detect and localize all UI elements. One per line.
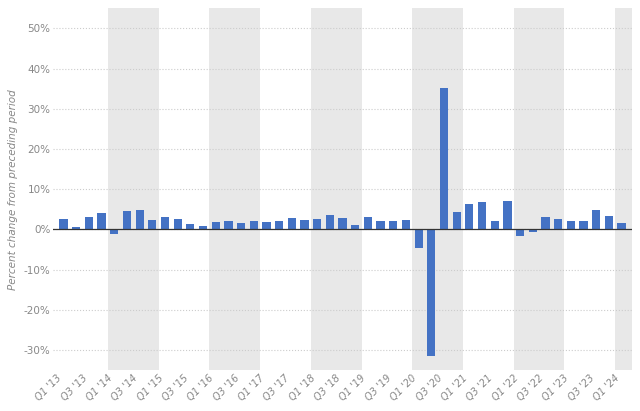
Bar bbox=[529, 229, 537, 232]
Bar bbox=[514, 8, 564, 370]
Bar bbox=[592, 210, 600, 229]
Bar bbox=[516, 229, 524, 236]
Bar bbox=[209, 8, 260, 370]
Bar bbox=[503, 201, 511, 229]
Bar bbox=[72, 227, 81, 229]
Bar bbox=[412, 8, 463, 370]
Bar bbox=[108, 8, 159, 370]
Bar bbox=[123, 211, 131, 229]
Bar bbox=[579, 221, 588, 229]
Bar bbox=[364, 217, 372, 229]
Bar bbox=[300, 220, 308, 229]
Bar bbox=[60, 219, 68, 229]
Bar bbox=[186, 224, 195, 229]
Bar bbox=[465, 204, 474, 229]
Bar bbox=[478, 203, 486, 229]
Bar bbox=[288, 218, 296, 229]
Bar bbox=[148, 220, 156, 229]
Bar bbox=[224, 221, 232, 229]
Bar bbox=[136, 210, 144, 229]
Bar bbox=[618, 223, 626, 229]
Bar bbox=[313, 219, 321, 229]
Bar bbox=[605, 216, 613, 229]
Bar bbox=[491, 222, 499, 229]
Bar bbox=[351, 225, 359, 229]
Bar bbox=[311, 8, 362, 370]
Bar bbox=[110, 229, 118, 234]
Bar bbox=[326, 215, 334, 229]
Bar bbox=[250, 221, 258, 229]
Bar bbox=[97, 213, 106, 229]
Bar bbox=[237, 224, 245, 229]
Y-axis label: Percent change from preceding period: Percent change from preceding period bbox=[8, 89, 19, 290]
Bar bbox=[566, 221, 575, 229]
Bar bbox=[427, 229, 435, 356]
Bar bbox=[85, 217, 93, 229]
Bar bbox=[199, 226, 207, 229]
Bar bbox=[161, 217, 169, 229]
Bar bbox=[415, 229, 423, 247]
Bar bbox=[389, 221, 397, 229]
Bar bbox=[339, 218, 347, 229]
Bar bbox=[212, 222, 220, 229]
Bar bbox=[376, 222, 385, 229]
Bar bbox=[262, 222, 271, 229]
Bar bbox=[452, 212, 461, 229]
Bar bbox=[541, 217, 550, 229]
Bar bbox=[440, 88, 448, 229]
Bar bbox=[173, 219, 182, 229]
Bar bbox=[615, 8, 640, 370]
Bar bbox=[275, 221, 284, 229]
Bar bbox=[402, 220, 410, 229]
Bar bbox=[554, 219, 562, 229]
